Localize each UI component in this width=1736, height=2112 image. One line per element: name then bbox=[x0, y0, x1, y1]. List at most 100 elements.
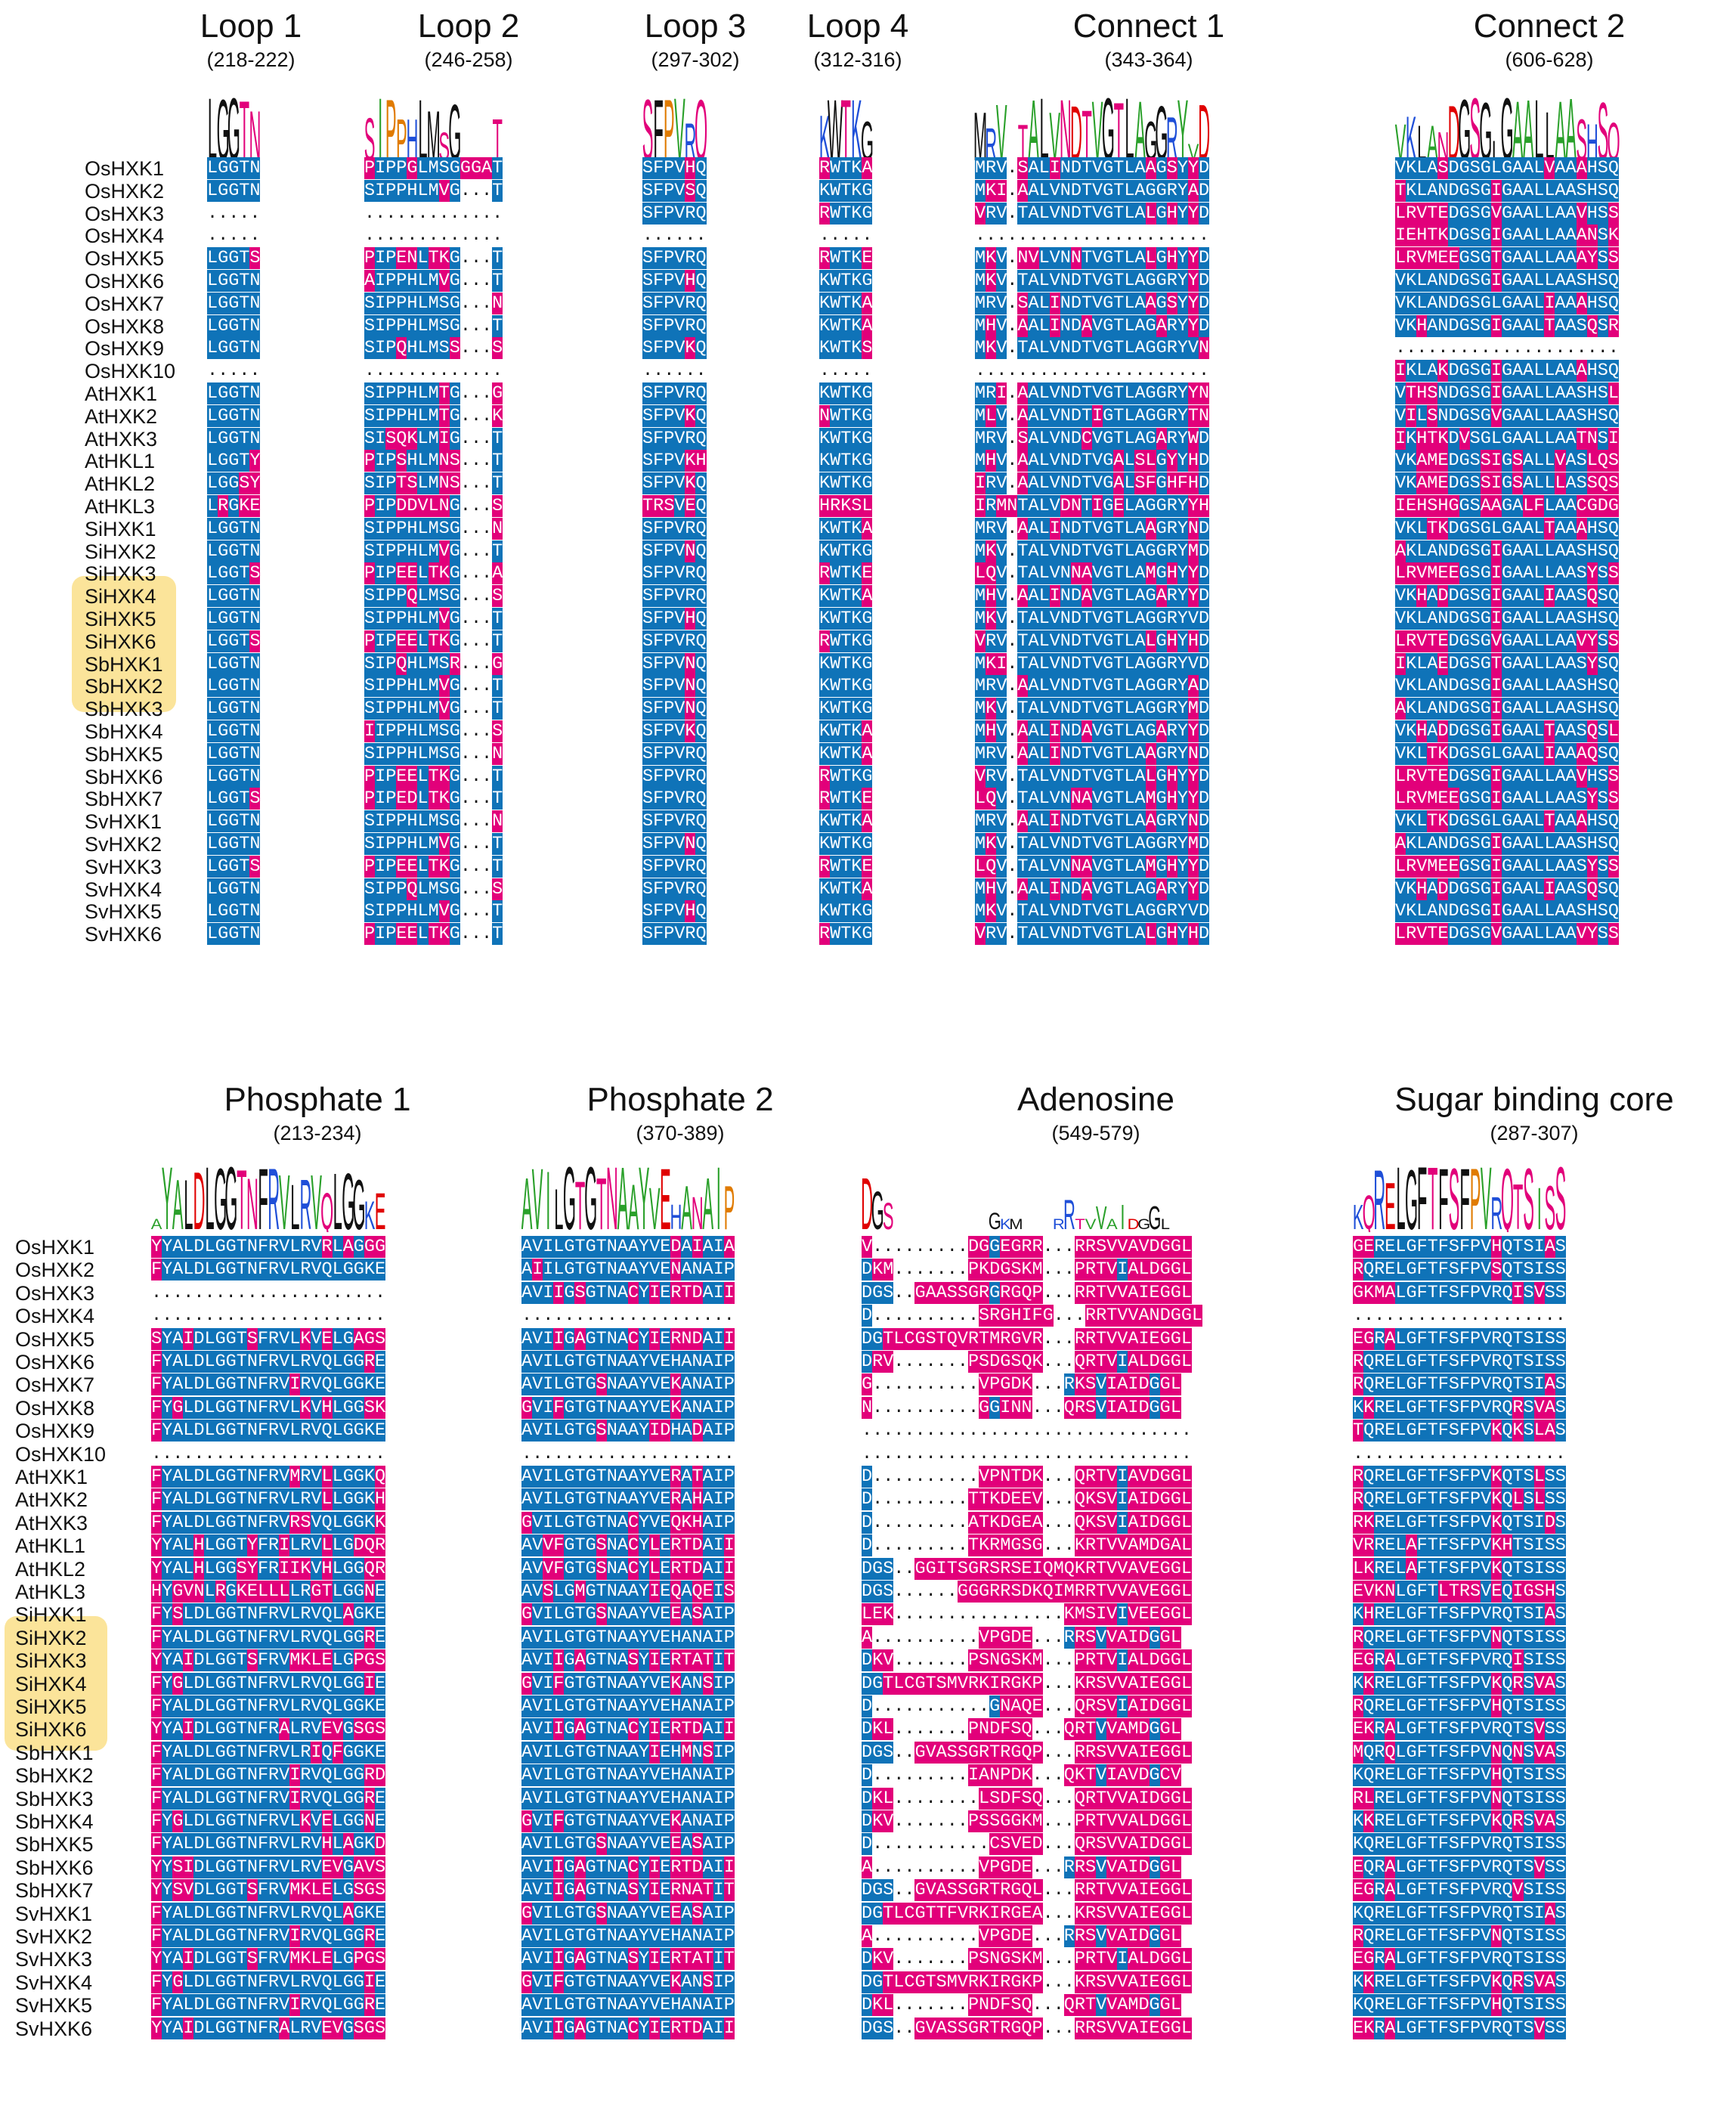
residue: V bbox=[649, 1351, 661, 1373]
residue: L bbox=[332, 1948, 343, 1971]
residue: S bbox=[492, 585, 503, 608]
residue: H bbox=[1586, 608, 1598, 630]
residue: A bbox=[617, 1925, 628, 1947]
residue: V bbox=[1092, 202, 1103, 225]
residue: F bbox=[653, 878, 664, 900]
residue: G bbox=[1145, 427, 1156, 450]
residue: T bbox=[236, 1603, 247, 1626]
residue: G bbox=[225, 1787, 237, 1810]
residue: P bbox=[723, 1994, 735, 2017]
residue: K bbox=[819, 427, 831, 450]
residue: . bbox=[289, 1442, 301, 1465]
residue: A bbox=[702, 1810, 713, 1832]
residue: K bbox=[851, 585, 862, 608]
residue: Q bbox=[321, 1420, 333, 1442]
residue: V bbox=[183, 1581, 194, 1603]
residue: I bbox=[543, 1281, 554, 1304]
residue: G bbox=[1159, 1259, 1171, 1281]
residue: A bbox=[617, 1396, 628, 1419]
residue: E bbox=[1149, 1281, 1160, 1304]
alignment-row: MRV.AALVNDTVGTLAGGRYAD bbox=[975, 675, 1209, 698]
residue: S bbox=[642, 404, 654, 427]
residue: . bbox=[1085, 1442, 1097, 1465]
logo-letter: G bbox=[227, 88, 240, 163]
residue: T bbox=[574, 1810, 586, 1832]
residue: M bbox=[1427, 247, 1438, 270]
residue: R bbox=[979, 1557, 990, 1580]
residue: G bbox=[1145, 675, 1156, 698]
residue: G bbox=[1501, 292, 1513, 314]
residue: L bbox=[1416, 157, 1428, 179]
alignment-row: MKV.TALVNDTVGTLAGGRYMD bbox=[975, 833, 1209, 855]
residue: E bbox=[1010, 1488, 1022, 1511]
alignment-row: AVILGTGTNAAYVEHANAIP bbox=[521, 1695, 735, 1717]
residue: G bbox=[449, 270, 460, 292]
residue: A bbox=[521, 1948, 533, 1971]
logo-letter: T bbox=[596, 1163, 606, 1232]
residue: . bbox=[904, 1557, 915, 1580]
residue: G bbox=[353, 1420, 364, 1442]
residue: F bbox=[151, 1488, 162, 1511]
residue: A bbox=[1028, 855, 1039, 878]
residue: A bbox=[1565, 652, 1577, 675]
logo-letter: G bbox=[1479, 88, 1492, 163]
sequence-name: SiHXK3 bbox=[15, 1649, 87, 1673]
residue: Y bbox=[639, 1396, 650, 1419]
residue: F bbox=[257, 2017, 269, 2039]
residue: T bbox=[1010, 1466, 1022, 1488]
alignment-row: MLV.AALVNDTIGTLAGGRYTN bbox=[975, 404, 1209, 427]
sequence-name: AtHKL3 bbox=[15, 1581, 86, 1603]
residue: V bbox=[1092, 788, 1103, 810]
residue: G bbox=[1156, 833, 1167, 855]
residue: E bbox=[660, 1511, 671, 1534]
residue: T bbox=[1113, 314, 1125, 337]
residue: S bbox=[438, 742, 450, 765]
residue: R bbox=[685, 923, 696, 946]
residue: G bbox=[342, 1351, 354, 1373]
residue: P bbox=[664, 247, 675, 270]
panel-range: (297-302) bbox=[651, 48, 740, 71]
residue: . bbox=[596, 1305, 607, 1327]
residue: V bbox=[311, 1833, 322, 1856]
residue: Q bbox=[396, 427, 407, 450]
residue: Q bbox=[321, 1259, 333, 1281]
residue: V bbox=[1117, 1534, 1128, 1557]
residue: H bbox=[986, 585, 997, 608]
residue: S bbox=[1017, 427, 1029, 450]
residue: . bbox=[957, 1442, 968, 1465]
residue: F bbox=[653, 675, 664, 698]
residue: G bbox=[585, 1557, 596, 1580]
residue: A bbox=[617, 1626, 628, 1649]
residue: V bbox=[649, 1236, 661, 1258]
residue: T bbox=[1081, 270, 1093, 292]
logo-letter: N bbox=[246, 1163, 258, 1232]
residue: F bbox=[151, 1764, 162, 1787]
residue: L bbox=[1544, 472, 1555, 495]
residue: G bbox=[228, 810, 240, 833]
alignment-row: .................... bbox=[521, 1305, 735, 1327]
alignment-row: ...................... bbox=[975, 225, 1209, 247]
residue: . bbox=[300, 1281, 311, 1304]
residue: L bbox=[1181, 1466, 1192, 1488]
residue: M bbox=[428, 698, 439, 720]
residue: . bbox=[1523, 337, 1534, 360]
residue: G bbox=[1103, 788, 1114, 810]
residue: L bbox=[1124, 675, 1135, 698]
residue: A bbox=[1523, 630, 1534, 652]
residue: . bbox=[975, 360, 986, 382]
residue: . bbox=[893, 1581, 905, 1603]
sequence-name: AtHKL2 bbox=[15, 1557, 86, 1581]
residue: Q bbox=[695, 878, 707, 900]
residue: G bbox=[225, 1259, 237, 1281]
residue: K bbox=[300, 1810, 311, 1832]
residue: H bbox=[1416, 427, 1428, 450]
alignment-row: KWTKA bbox=[819, 810, 872, 833]
residue: . bbox=[481, 495, 493, 517]
residue: Y bbox=[162, 1971, 173, 1993]
residue: G bbox=[521, 1511, 533, 1534]
residue: I bbox=[543, 1626, 554, 1649]
logo-letter: L bbox=[554, 1177, 563, 1232]
residue: A bbox=[702, 1281, 713, 1304]
residue: A bbox=[1427, 157, 1438, 179]
residue: V bbox=[1092, 900, 1103, 923]
